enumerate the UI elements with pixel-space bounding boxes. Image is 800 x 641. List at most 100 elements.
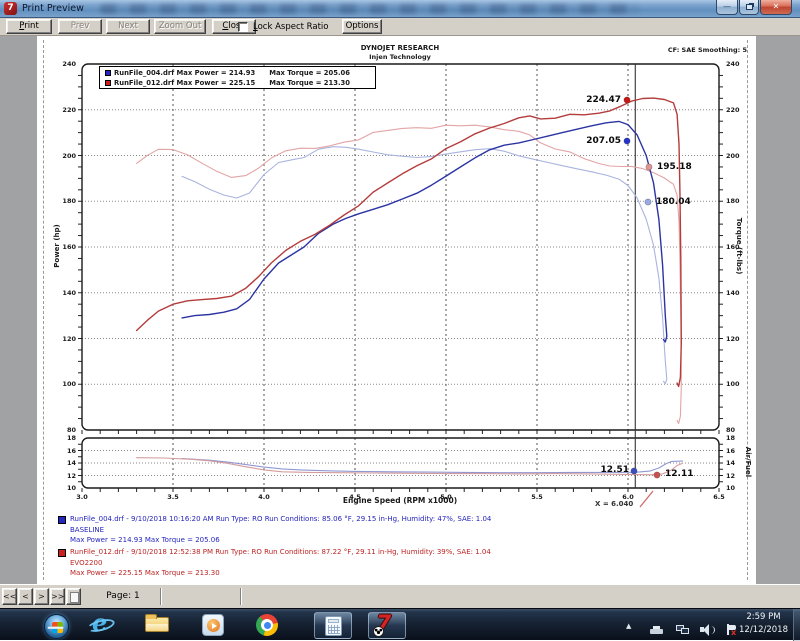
axis-tick-label: 18 [726, 434, 736, 442]
first-page-button[interactable]: << [2, 588, 17, 605]
right-margin-guide [747, 40, 748, 580]
show-desktop-button[interactable] [793, 609, 800, 641]
report-page: DYNOJET RESEARCH Injen Technology CF: SA… [37, 36, 756, 584]
taskbar-item-winpep7[interactable]: 7 [368, 612, 406, 639]
legend-marker-red [105, 80, 111, 86]
action-center-flag-icon[interactable]: x [726, 624, 738, 637]
clock-date: 12/12/2018 [739, 625, 788, 635]
taskbar-item-media-player[interactable] [200, 612, 238, 639]
axis-tick-label: 16 [66, 446, 76, 455]
axis-tick-label: 220 [726, 105, 740, 114]
next-page-button[interactable]: > [34, 588, 49, 605]
restore-button[interactable] [739, 0, 759, 15]
legend-marker-blue [105, 70, 111, 76]
axis-tick-label: 180 [62, 197, 76, 206]
axis-tick-label: 12 [726, 471, 736, 480]
dyno-chart [78, 63, 723, 508]
close-window-button[interactable]: ✕ [760, 0, 792, 15]
axis-tick-label: 220 [62, 105, 76, 114]
left-margin-guide [43, 40, 44, 580]
taskbar-item-chrome[interactable] [254, 612, 292, 639]
axis-tick-label: 5.0 [440, 493, 452, 501]
x-axis-label: Engine Speed (RPM x1000) [342, 496, 458, 505]
prev-page-button[interactable]: < [18, 588, 33, 605]
page-number-field: Page: 1 [106, 591, 140, 601]
axis-tick-label: 240 [62, 60, 76, 68]
axis-tick-label: 80 [726, 426, 736, 434]
axis-tick-label: 16 [726, 446, 736, 455]
preview-client-area: DYNOJET RESEARCH Injen Technology CF: SA… [0, 36, 800, 584]
cursor-value-annotation: 207.05 [586, 136, 621, 146]
axis-tick-label: 5.5 [531, 493, 543, 501]
report-title: DYNOJET RESEARCH [360, 44, 440, 52]
print-button[interactable]: Print [6, 19, 52, 34]
calculator-icon [325, 616, 342, 636]
cursor-value-annotation: 224.47 [586, 95, 621, 105]
prev-button[interactable]: Prev [58, 19, 102, 34]
axis-tick-label: 100 [62, 380, 76, 389]
axis-tick-label: 6.0 [622, 493, 634, 501]
statusbar-divider [240, 588, 242, 605]
page-icon [70, 592, 79, 603]
axis-tick-label: 200 [62, 151, 76, 160]
soccer-ball-icon [373, 626, 384, 637]
run1-color-swatch [58, 516, 66, 524]
status-bar: << < > >> Page: 1 [0, 584, 800, 608]
cursor-value-annotation: 180.04 [656, 197, 691, 207]
axis-tick-label: 10 [726, 484, 736, 492]
axis-tick-label: 4.5 [349, 493, 361, 501]
volume-tray-icon[interactable] [700, 624, 715, 636]
start-button[interactable] [44, 614, 69, 639]
folder-icon [145, 614, 169, 632]
zoom-out-button[interactable]: Zoom Out [154, 19, 206, 34]
run2-color-swatch [58, 549, 66, 557]
axis-tick-label: 160 [62, 243, 76, 251]
run1-max: Max Power = 214.93 Max Torque = 205.06 [70, 536, 220, 544]
axis-tick-label: 120 [62, 334, 76, 343]
chart-legend: RunFile_004.drf Max Power = 214.93 Max To… [99, 66, 376, 89]
lock-aspect-ratio-checkbox[interactable] [238, 22, 248, 32]
close-button[interactable]: Close [212, 19, 256, 34]
tray-expand-arrow-icon[interactable]: ▲ [626, 622, 632, 630]
run2-max: Max Power = 225.15 Max Torque = 213.30 [70, 569, 220, 577]
axis-tick-label: 4.0 [258, 493, 270, 501]
next-button[interactable]: Next [106, 19, 150, 34]
cursor-value-annotation: 195.18 [657, 162, 692, 172]
report-subtitle: Injen Technology [369, 53, 431, 61]
printer-tray-icon[interactable] [650, 626, 663, 636]
cursor-value-annotation: 12.51 [600, 465, 629, 475]
legend-row-baseline: RunFile_004.drf Max Power = 214.93 Max To… [105, 69, 350, 77]
axis-tick-label: 200 [726, 151, 740, 160]
last-page-button[interactable]: >> [50, 588, 65, 605]
options-button[interactable]: Options [342, 19, 382, 34]
print-preview-toolbar: Print Prev Next Zoom Out Close Lock Aspe… [0, 18, 800, 36]
title-bar: 7 Print Preview — ✕ [0, 0, 800, 18]
axis-tick-label: 120 [726, 334, 740, 343]
minimize-button[interactable]: — [716, 0, 738, 15]
axis-tick-label: 18 [66, 434, 76, 442]
legend-row-evo2200: RunFile_012.drf Max Power = 225.15 Max To… [105, 79, 350, 87]
axis-tick-label: 14 [726, 459, 736, 467]
axis-tick-label: 6.5 [713, 493, 725, 501]
taskbar-item-windows-explorer[interactable] [144, 612, 182, 639]
taskbar-clock[interactable]: 2:59 PM 12/12/2018 [739, 611, 788, 637]
cursor-value-annotation: 12.11 [665, 469, 694, 479]
internet-explorer-icon: e [92, 608, 108, 637]
run1-info: RunFile_004.drf - 9/10/2018 10:16:20 AM … [70, 515, 492, 523]
axis-tick-label: 160 [726, 243, 740, 251]
page-setup-button[interactable] [66, 588, 81, 605]
network-tray-icon[interactable] [676, 625, 690, 636]
axis-tick-label: 100 [726, 380, 740, 389]
run2-name: EVO2200 [70, 559, 103, 567]
lock-aspect-ratio-label: Lock Aspect Ratio [253, 22, 329, 32]
axis-tick-label: 12 [66, 471, 76, 480]
axis-tick-label: 240 [726, 60, 740, 68]
statusbar-divider [160, 588, 162, 605]
taskbar-item-calculator[interactable] [314, 612, 352, 639]
axis-tick-label: 10 [66, 484, 76, 492]
window-title: Print Preview [22, 3, 84, 14]
taskbar-item-internet-explorer[interactable]: e [86, 608, 128, 639]
taskbar: e 7 ▲ x 2:59 PM 12/12/2018 [0, 608, 800, 641]
app-icon: 7 [4, 2, 17, 15]
correction-factor-note: CF: SAE Smoothing: 5 [667, 46, 747, 54]
